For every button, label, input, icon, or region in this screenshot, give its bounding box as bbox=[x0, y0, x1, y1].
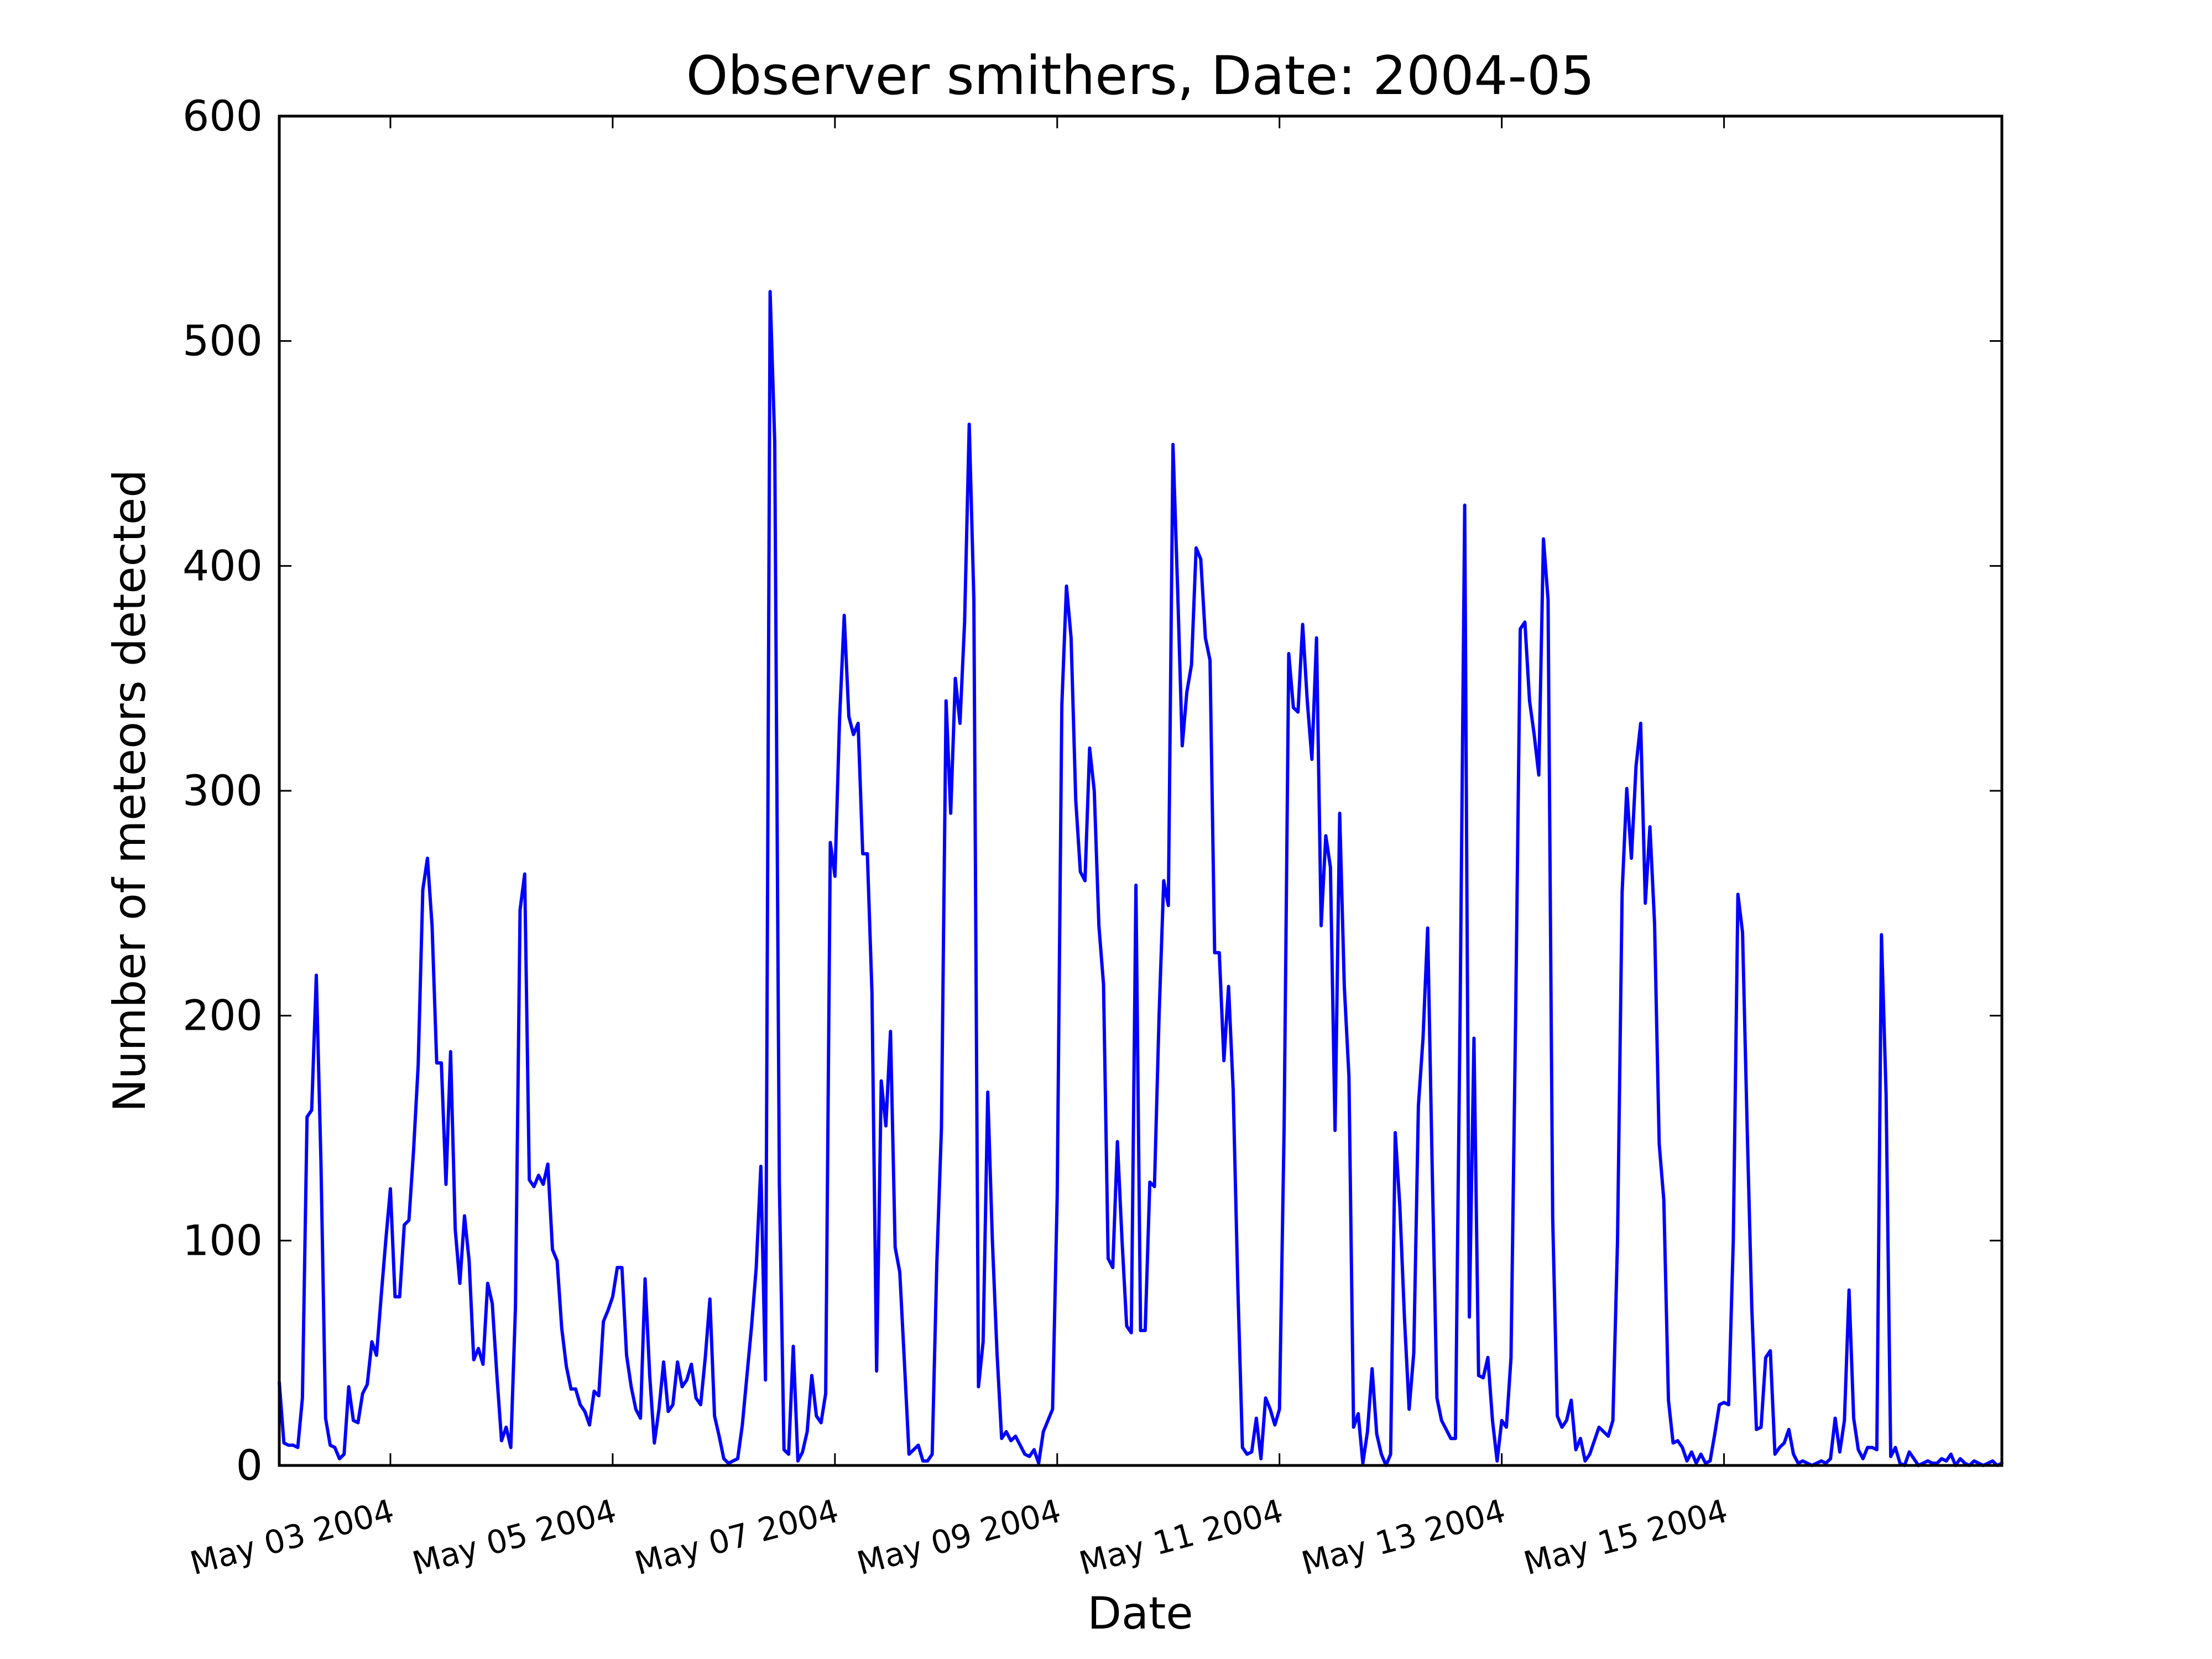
chart-title: Observer smithers, Date: 2004-05 bbox=[686, 45, 1595, 107]
y-tick-label: 600 bbox=[182, 91, 263, 140]
y-tick-label: 300 bbox=[182, 766, 263, 815]
y-axis-ticks: 0 100 200 300 400 500 600 bbox=[182, 91, 2002, 1490]
y-tick-label: 0 bbox=[236, 1441, 263, 1490]
y-tick-label: 100 bbox=[182, 1215, 263, 1265]
series-line bbox=[278, 290, 2004, 1467]
y-tick-label: 200 bbox=[182, 991, 263, 1040]
y-tick-label: 500 bbox=[182, 316, 263, 366]
x-axis-label: Date bbox=[1087, 1588, 1193, 1639]
y-axis-label: Number of meteors detected bbox=[104, 469, 155, 1112]
y-tick-label: 400 bbox=[182, 541, 263, 590]
